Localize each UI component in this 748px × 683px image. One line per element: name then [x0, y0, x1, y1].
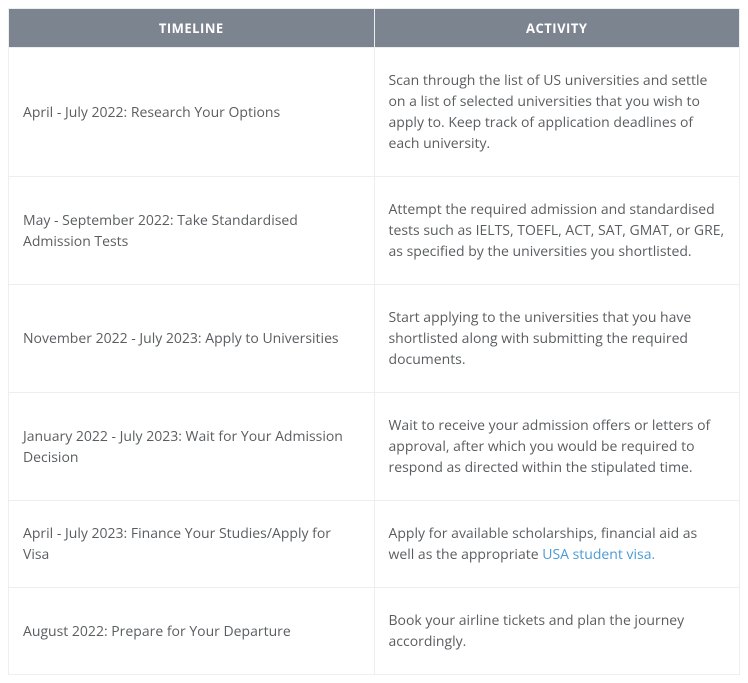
table-row: May - September 2022: Take Standardised … [9, 177, 740, 285]
timeline-table: TIMELINE ACTIVITY April - July 2022: Res… [8, 8, 740, 675]
cell-timeline: August 2022: Prepare for Your Departure [9, 588, 375, 675]
cell-activity: Start applying to the universities that … [374, 285, 740, 393]
cell-activity: Book your airline tickets and plan the j… [374, 588, 740, 675]
cell-activity: Scan through the list of US universities… [374, 48, 740, 177]
cell-activity: Attempt the required admission and stand… [374, 177, 740, 285]
table-body: April - July 2022: Research Your Options… [9, 48, 740, 675]
table-row: August 2022: Prepare for Your Departure … [9, 588, 740, 675]
visa-link[interactable]: USA student visa. [542, 545, 655, 564]
cell-timeline: November 2022 - July 2023: Apply to Univ… [9, 285, 375, 393]
table-row: April - July 2023: Finance Your Studies/… [9, 501, 740, 588]
cell-timeline: January 2022 - July 2023: Wait for Your … [9, 393, 375, 501]
header-timeline: TIMELINE [9, 9, 375, 48]
cell-timeline: April - July 2022: Research Your Options [9, 48, 375, 177]
cell-activity: Apply for available scholarships, financ… [374, 501, 740, 588]
header-activity: ACTIVITY [374, 9, 740, 48]
cell-timeline: May - September 2022: Take Standardised … [9, 177, 375, 285]
table-row: November 2022 - July 2023: Apply to Univ… [9, 285, 740, 393]
table-row: January 2022 - July 2023: Wait for Your … [9, 393, 740, 501]
table-header: TIMELINE ACTIVITY [9, 9, 740, 48]
table-row: April - July 2022: Research Your Options… [9, 48, 740, 177]
cell-timeline: April - July 2023: Finance Your Studies/… [9, 501, 375, 588]
cell-activity: Wait to receive your admission offers or… [374, 393, 740, 501]
